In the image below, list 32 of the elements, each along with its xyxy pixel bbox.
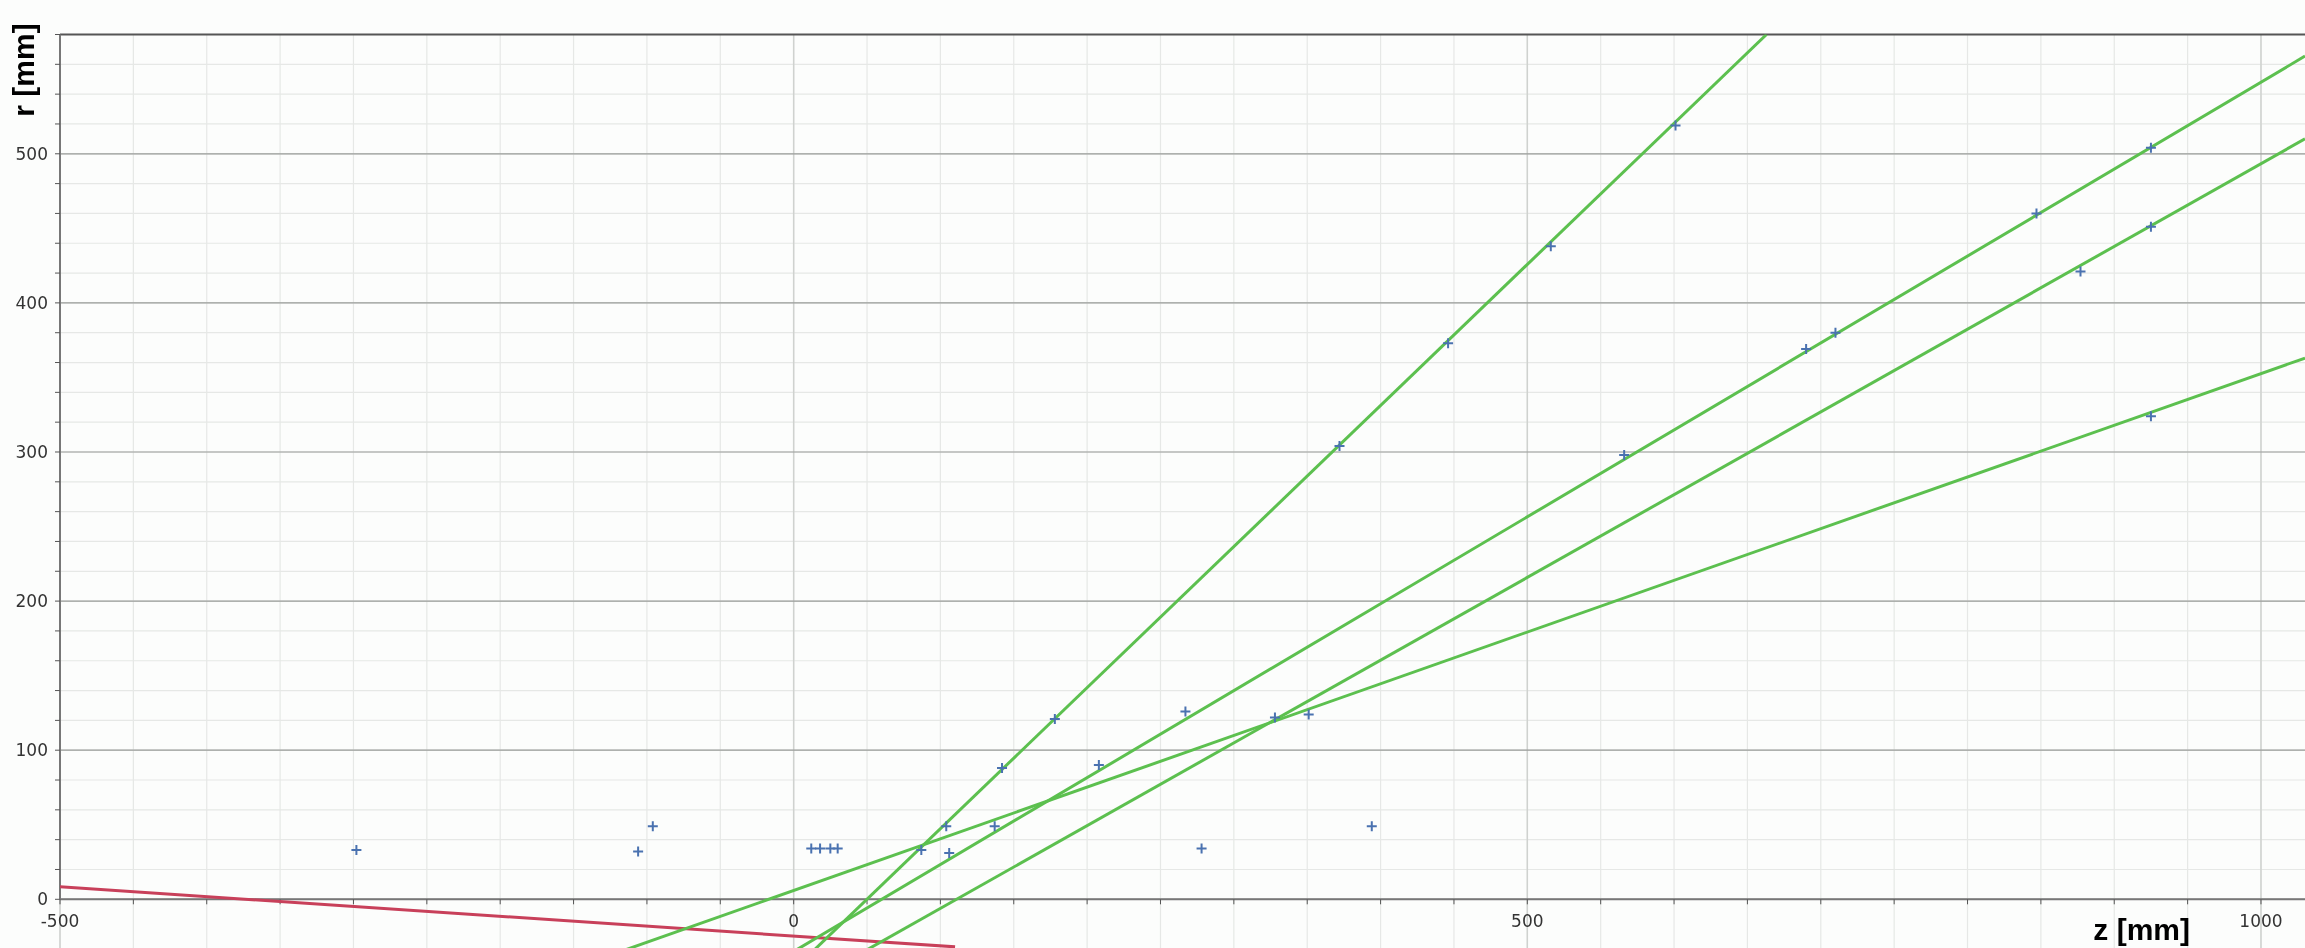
y-tick-label: 300 [15,441,48,462]
point [1302,708,1315,721]
point [1179,705,1192,718]
point [831,842,844,855]
point [805,842,818,855]
point [1365,820,1378,833]
y-axis-title: r [mm] [7,23,40,117]
point [988,820,1001,833]
point [940,820,953,833]
y-tick-label: 0 [37,889,48,910]
y-tick-label: 500 [15,143,48,164]
x-tick-label: 500 [1511,911,1544,932]
point [1829,326,1842,339]
y-tick-label: 100 [15,740,48,761]
point [1442,337,1455,350]
point [632,845,645,858]
point [2144,141,2157,154]
x-tick-label: 0 [788,911,800,932]
point [2030,207,2043,220]
point [1195,842,1208,855]
point [1268,711,1281,724]
point [2074,265,2087,278]
y-tick-label: 400 [15,292,48,313]
point [1669,119,1682,132]
point [2144,220,2157,233]
x-axis-title: z [mm] [2093,913,2190,946]
y-tick-label: 200 [15,591,48,612]
x-tick-label: -500 [40,911,80,932]
point [2144,410,2157,423]
point [646,820,659,833]
x-tick-label: 1000 [2239,911,2283,932]
point [1544,240,1557,253]
